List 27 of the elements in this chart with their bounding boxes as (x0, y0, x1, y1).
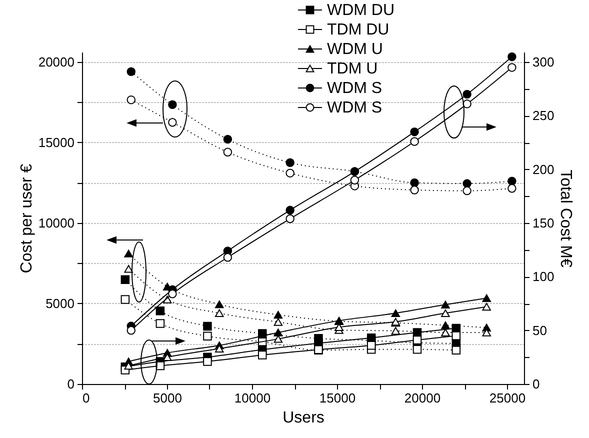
legend-label: WDM S (327, 100, 382, 116)
y2-tick-label: 250 (532, 108, 554, 124)
y-tick-label: 0 (67, 376, 74, 392)
y2-tick-label: 50 (532, 322, 547, 338)
y-tick-label: 15000 (38, 134, 74, 150)
y2-tick-label: 150 (532, 216, 554, 231)
legend-label: WDM S (327, 80, 382, 97)
x-tick-label: 10000 (234, 390, 271, 406)
legend-label: WDM U (327, 41, 383, 58)
y-tick-label: 10000 (38, 215, 74, 230)
y2-tick-label: 100 (532, 269, 554, 284)
legend-label: WDM DU (327, 2, 395, 19)
y-tick-label: 20000 (38, 54, 74, 70)
legend-label: TDM DU (327, 22, 390, 38)
y2-tick-label: 0 (532, 376, 540, 392)
y2-axis-title: Total Cost M€ (557, 170, 574, 268)
y2-tick-label: 300 (532, 54, 554, 70)
x-tick-label: 5000 (153, 390, 182, 406)
x-tick-label: 0 (82, 390, 90, 406)
x-tick-label: 15000 (319, 390, 356, 406)
y2-tick-label: 200 (532, 162, 554, 177)
y-tick-label: 5000 (46, 296, 74, 311)
y-axis-title: Cost per user € (18, 164, 36, 274)
x-tick-label: 25000 (489, 390, 526, 406)
x-tick-label: 20000 (404, 390, 441, 406)
x-axis-title: Users (282, 410, 324, 426)
legend-label: TDM U (327, 60, 378, 78)
